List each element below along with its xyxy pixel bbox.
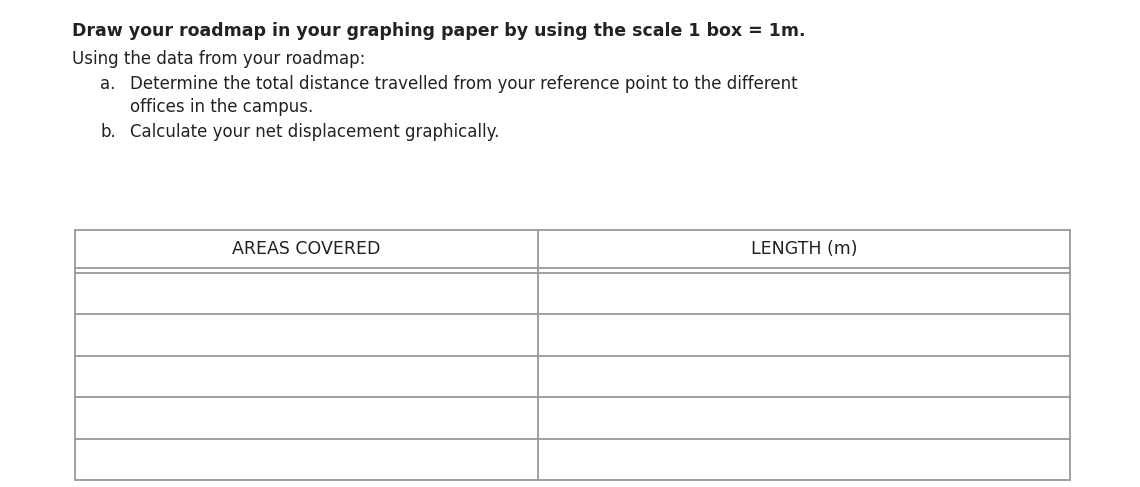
Text: offices in the campus.: offices in the campus. (130, 98, 314, 116)
Text: b.: b. (100, 123, 116, 141)
Text: AREAS COVERED: AREAS COVERED (233, 240, 381, 258)
Text: Calculate your net displacement graphically.: Calculate your net displacement graphica… (130, 123, 499, 141)
Text: Draw your roadmap in your graphing paper by using the scale 1 box = 1m.: Draw your roadmap in your graphing paper… (72, 22, 806, 40)
Text: LENGTH (m): LENGTH (m) (750, 240, 857, 258)
Bar (75, 230, 1070, 480)
Text: Determine the total distance travelled from your reference point to the differen: Determine the total distance travelled f… (130, 75, 798, 93)
Text: a.: a. (100, 75, 115, 93)
Text: Using the data from your roadmap:: Using the data from your roadmap: (72, 50, 366, 68)
